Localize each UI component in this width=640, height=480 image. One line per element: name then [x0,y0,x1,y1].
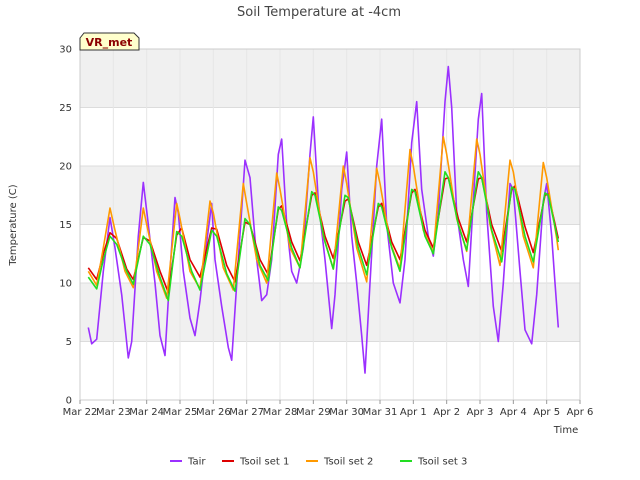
station-badge: VR_met [79,32,140,51]
x-tick-label-3: Mar 25 [163,407,198,418]
x-tick-label-13: Apr 4 [500,407,527,418]
y-tick-label-6: 30 [59,45,72,56]
badge-box [79,32,140,51]
x-tick-label-7: Mar 29 [296,407,331,418]
legend-label-tsoil-set-2: Tsoil set 2 [323,457,373,468]
band-1 [80,166,580,225]
band-2 [80,49,580,108]
plot-background [80,49,580,342]
x-tick-label-10: Apr 1 [400,407,427,418]
x-tick-label-14: Apr 5 [533,407,560,418]
y-tick-label-4: 20 [59,162,72,173]
y-tick-labels: 0 5 10 15 20 25 30 [59,45,72,407]
x-tick-label-6: Mar 28 [263,407,298,418]
legend: Tair Tsoil set 1 Tsoil set 2 Tsoil set 3 [170,457,467,468]
series-lines [87,65,560,374]
axes [79,48,581,401]
x-tick-label-8: Mar 30 [329,407,364,418]
x-tick-label-0: Mar 22 [63,407,98,418]
plot-frame [79,48,581,401]
y-tick-label-1: 5 [66,337,72,348]
y-tick-label-2: 10 [59,279,72,290]
x-tick-label-12: Apr 3 [467,407,494,418]
y-tick-label-0: 0 [66,396,72,407]
y-tick-label-5: 25 [59,103,72,114]
x-tick-label-1: Mar 23 [96,407,131,418]
y-axis-title: Temperature (C) [8,184,19,266]
x-tick-label-15: Apr 6 [567,407,594,418]
x-tick-label-2: Mar 24 [129,407,164,418]
legend-label-tsoil-set-3: Tsoil set 3 [417,457,467,468]
y-tick-label-3: 15 [59,220,72,231]
x-tick-label-5: Mar 27 [229,407,264,418]
chart-title: Soil Temperature at -4cm [237,5,401,20]
badge-label: VR_met [86,36,133,49]
x-tick-label-11: Apr 2 [433,407,460,418]
legend-label-tair: Tair [187,457,206,468]
x-axis-title: Time [553,425,578,436]
legend-label-tsoil-set-1: Tsoil set 1 [239,457,289,468]
x-tick-label-4: Mar 26 [196,407,231,418]
series-line-tsoil-set-3 [87,171,560,302]
x-tick-label-9: Mar 31 [363,407,398,418]
